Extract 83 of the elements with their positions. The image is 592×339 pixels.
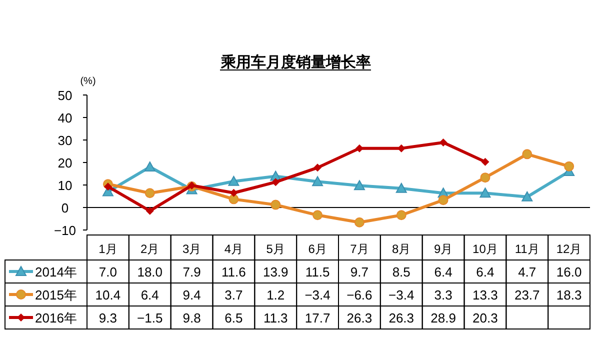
data-label: 6.4 bbox=[476, 264, 494, 280]
x-tick-label: 1月 bbox=[98, 242, 118, 256]
data-label: 9.7 bbox=[350, 264, 368, 280]
data-label: 28.9 bbox=[430, 310, 456, 326]
point bbox=[146, 206, 154, 215]
data-label: 13.9 bbox=[262, 264, 288, 280]
data-label: 6.5 bbox=[224, 310, 243, 326]
data-label: 11.5 bbox=[305, 264, 330, 280]
data-label: 6.4 bbox=[434, 264, 452, 280]
data-label: 20.3 bbox=[472, 310, 498, 326]
data-label: 8.5 bbox=[392, 264, 410, 280]
x-tick-label: 7月 bbox=[350, 242, 369, 256]
data-label: 26.3 bbox=[346, 310, 372, 326]
data-label: −3.4 bbox=[304, 288, 330, 302]
point bbox=[144, 188, 155, 198]
point bbox=[272, 178, 280, 186]
x-tick-label: 4月 bbox=[224, 242, 244, 256]
x-tick-label: 5月 bbox=[266, 242, 285, 256]
y-tick-label: 40 bbox=[58, 110, 72, 126]
chart-title: 乘用车月度销量增长率 bbox=[220, 53, 371, 71]
point bbox=[312, 210, 323, 220]
data-label: 23.7 bbox=[514, 288, 540, 302]
x-tick-label: 12月 bbox=[556, 242, 582, 256]
data-label: 11.6 bbox=[222, 264, 246, 280]
point bbox=[314, 164, 322, 172]
data-label: 9.3 bbox=[98, 310, 117, 326]
data-label: −1.5 bbox=[137, 310, 163, 326]
point bbox=[439, 138, 448, 146]
data-label: −6.6 bbox=[346, 288, 372, 302]
x-tick-label: 10月 bbox=[472, 242, 498, 256]
data-label: 6.4 bbox=[140, 288, 159, 302]
point bbox=[396, 182, 407, 193]
point bbox=[312, 176, 324, 186]
point bbox=[228, 194, 239, 204]
point bbox=[564, 161, 574, 172]
y-tick-label: −10 bbox=[54, 223, 76, 238]
point bbox=[522, 149, 532, 160]
point bbox=[481, 158, 490, 166]
data-label: 18.0 bbox=[137, 264, 163, 280]
legend-label: 2015年 bbox=[35, 288, 77, 302]
data-label: 7.0 bbox=[98, 264, 117, 280]
x-tick-label: 2月 bbox=[140, 242, 160, 256]
legend-label: 2014年 bbox=[35, 264, 77, 280]
x-tick-label: 8月 bbox=[392, 242, 411, 256]
point bbox=[396, 210, 406, 220]
y-tick-label: 10 bbox=[58, 178, 72, 193]
data-label: 3.3 bbox=[434, 288, 452, 302]
data-label: 17.7 bbox=[304, 310, 330, 326]
data-label: 16.0 bbox=[556, 264, 582, 280]
point bbox=[270, 200, 281, 210]
data-label: 13.3 bbox=[472, 288, 498, 302]
point bbox=[228, 176, 240, 186]
data-label: −3.4 bbox=[388, 288, 414, 302]
x-tick-label: 3月 bbox=[182, 242, 202, 256]
data-label: 11.3 bbox=[263, 310, 288, 326]
y-tick-label: 20 bbox=[58, 156, 72, 170]
point bbox=[354, 180, 365, 190]
point bbox=[104, 182, 112, 191]
data-label: 9.4 bbox=[182, 288, 201, 302]
data-label: 7.9 bbox=[182, 264, 201, 280]
data-label: 26.3 bbox=[388, 310, 414, 326]
x-tick-label: 9月 bbox=[434, 242, 453, 256]
y-tick-label: 50 bbox=[58, 88, 72, 103]
y-tick-label: 30 bbox=[58, 133, 72, 148]
data-label: 4.7 bbox=[518, 264, 536, 280]
point bbox=[355, 144, 364, 152]
point bbox=[230, 188, 238, 197]
data-label: 9.8 bbox=[182, 310, 201, 326]
data-label: 1.2 bbox=[266, 288, 285, 302]
x-tick-label: 6月 bbox=[308, 242, 327, 256]
point bbox=[522, 191, 533, 202]
point bbox=[480, 172, 490, 183]
point bbox=[438, 195, 448, 206]
y-axis-title: (%) bbox=[80, 76, 96, 87]
y-tick-label: 0 bbox=[61, 200, 69, 216]
data-label: 10.4 bbox=[95, 288, 121, 302]
data-label: 18.3 bbox=[556, 288, 582, 302]
point bbox=[144, 162, 156, 172]
point bbox=[480, 188, 491, 198]
legend-label: 2016年 bbox=[35, 310, 77, 326]
data-label: 3.7 bbox=[224, 288, 243, 302]
x-tick-label: 11月 bbox=[514, 242, 540, 256]
point bbox=[354, 217, 364, 228]
